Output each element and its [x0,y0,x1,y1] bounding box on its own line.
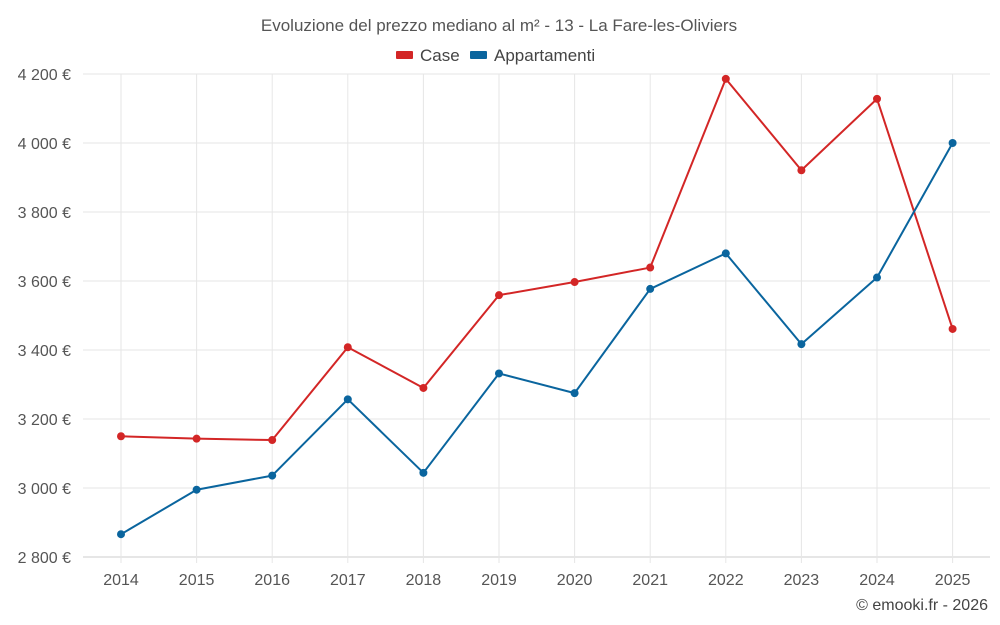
x-tick-label: 2020 [557,572,593,589]
data-point-appartamenti [948,139,957,147]
data-point-case [419,383,428,392]
legend-swatch-case [396,51,413,59]
x-tick-label: 2015 [179,572,215,589]
y-tick-label: 4 200 € [18,67,71,84]
chart-title: Evoluzione del prezzo mediano al m² - 13… [261,16,737,35]
data-point-case [495,291,503,300]
x-tick-label: 2018 [406,572,442,589]
x-gridlines [120,74,954,563]
x-tick-label: 2024 [859,572,895,589]
x-tick-label: 2021 [632,572,668,589]
x-tick-label: 2019 [481,572,517,589]
data-point-appartamenti [117,530,125,539]
y-tick-label: 3 000 € [18,481,71,498]
data-point-appartamenti [797,340,806,349]
data-point-appartamenti [721,249,730,258]
y-tick-label: 3 800 € [18,205,71,222]
x-tick-label: 2014 [103,572,139,589]
legend-label-appartamenti[interactable]: Appartamenti [494,46,595,65]
data-point-case [797,166,806,175]
legend-label-case[interactable]: Case [420,46,460,65]
data-point-case [268,436,277,445]
legend: Case Appartamenti [396,46,595,65]
data-point-appartamenti [495,369,503,378]
data-point-appartamenti [419,468,428,477]
y-tick-label: 2 800 € [18,550,71,567]
data-point-case [343,343,352,352]
data-point-case [570,278,579,287]
y-tick-label: 4 000 € [18,136,71,153]
data-point-appartamenti [646,284,655,293]
x-tick-label: 2023 [784,572,820,589]
data-point-appartamenti [570,389,579,398]
data-point-case [948,324,957,333]
y-tick-label: 3 400 € [18,343,71,360]
x-tick-label: 2016 [254,572,290,589]
y-axis-ticks: 2 800 € 3 000 € 3 200 € 3 400 € 3 600 € 3 800… [18,67,71,567]
data-point-appartamenti [873,273,881,282]
data-point-case [192,434,201,443]
x-tick-label: 2025 [935,572,971,589]
series-group [117,74,957,539]
data-point-appartamenti [192,485,201,494]
y-tick-label: 3 600 € [18,274,71,291]
x-tick-label: 2017 [330,572,366,589]
x-axis-ticks: 2014 2015 2016 2017 2018 2019 2020 2021 2022 2023… [103,572,970,589]
data-point-appartamenti [343,395,352,404]
series-line-appartamenti [120,142,954,536]
series-line-case [120,77,954,442]
y-gridlines [83,73,990,558]
x-tick-label: 2022 [708,572,744,589]
data-point-appartamenti [268,471,277,480]
y-tick-label: 3 200 € [18,412,71,429]
legend-swatch-appartamenti [470,51,487,59]
data-point-case [873,94,881,103]
credit-text: © emooki.fr - 2026 [856,597,988,614]
data-point-case [117,432,125,441]
data-point-case [646,263,655,272]
data-point-case [721,74,730,83]
